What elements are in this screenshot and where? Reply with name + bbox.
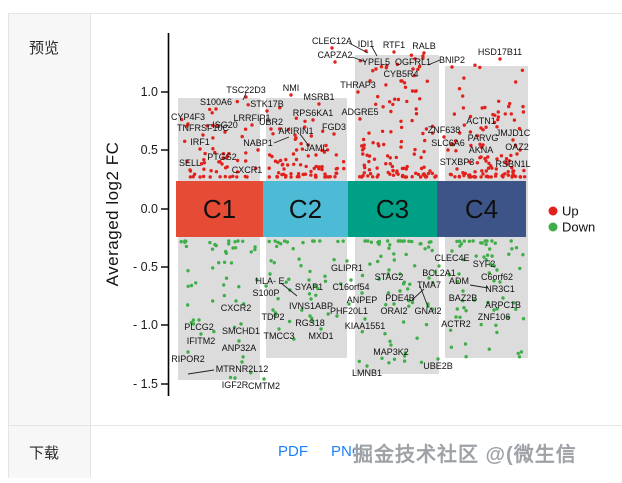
- download-row-label: 下载: [9, 426, 91, 478]
- download-row: 下载 PDF PNG 掘金技术社区 @(微生信: [9, 426, 622, 478]
- result-table: 预览 下载 PDF PNG 掘金技术社区 @(微生信: [8, 13, 622, 478]
- download-png-link[interactable]: PNG: [331, 443, 364, 460]
- watermark-text: 掘金技术社区 @(微生信: [353, 444, 577, 466]
- preview-chart-cell: [91, 14, 622, 425]
- preview-row-label: 预览: [9, 14, 91, 425]
- preview-row: 预览: [9, 14, 622, 426]
- download-pdf-link[interactable]: PDF: [278, 443, 308, 460]
- download-cell: PDF PNG 掘金技术社区 @(微生信: [91, 426, 622, 478]
